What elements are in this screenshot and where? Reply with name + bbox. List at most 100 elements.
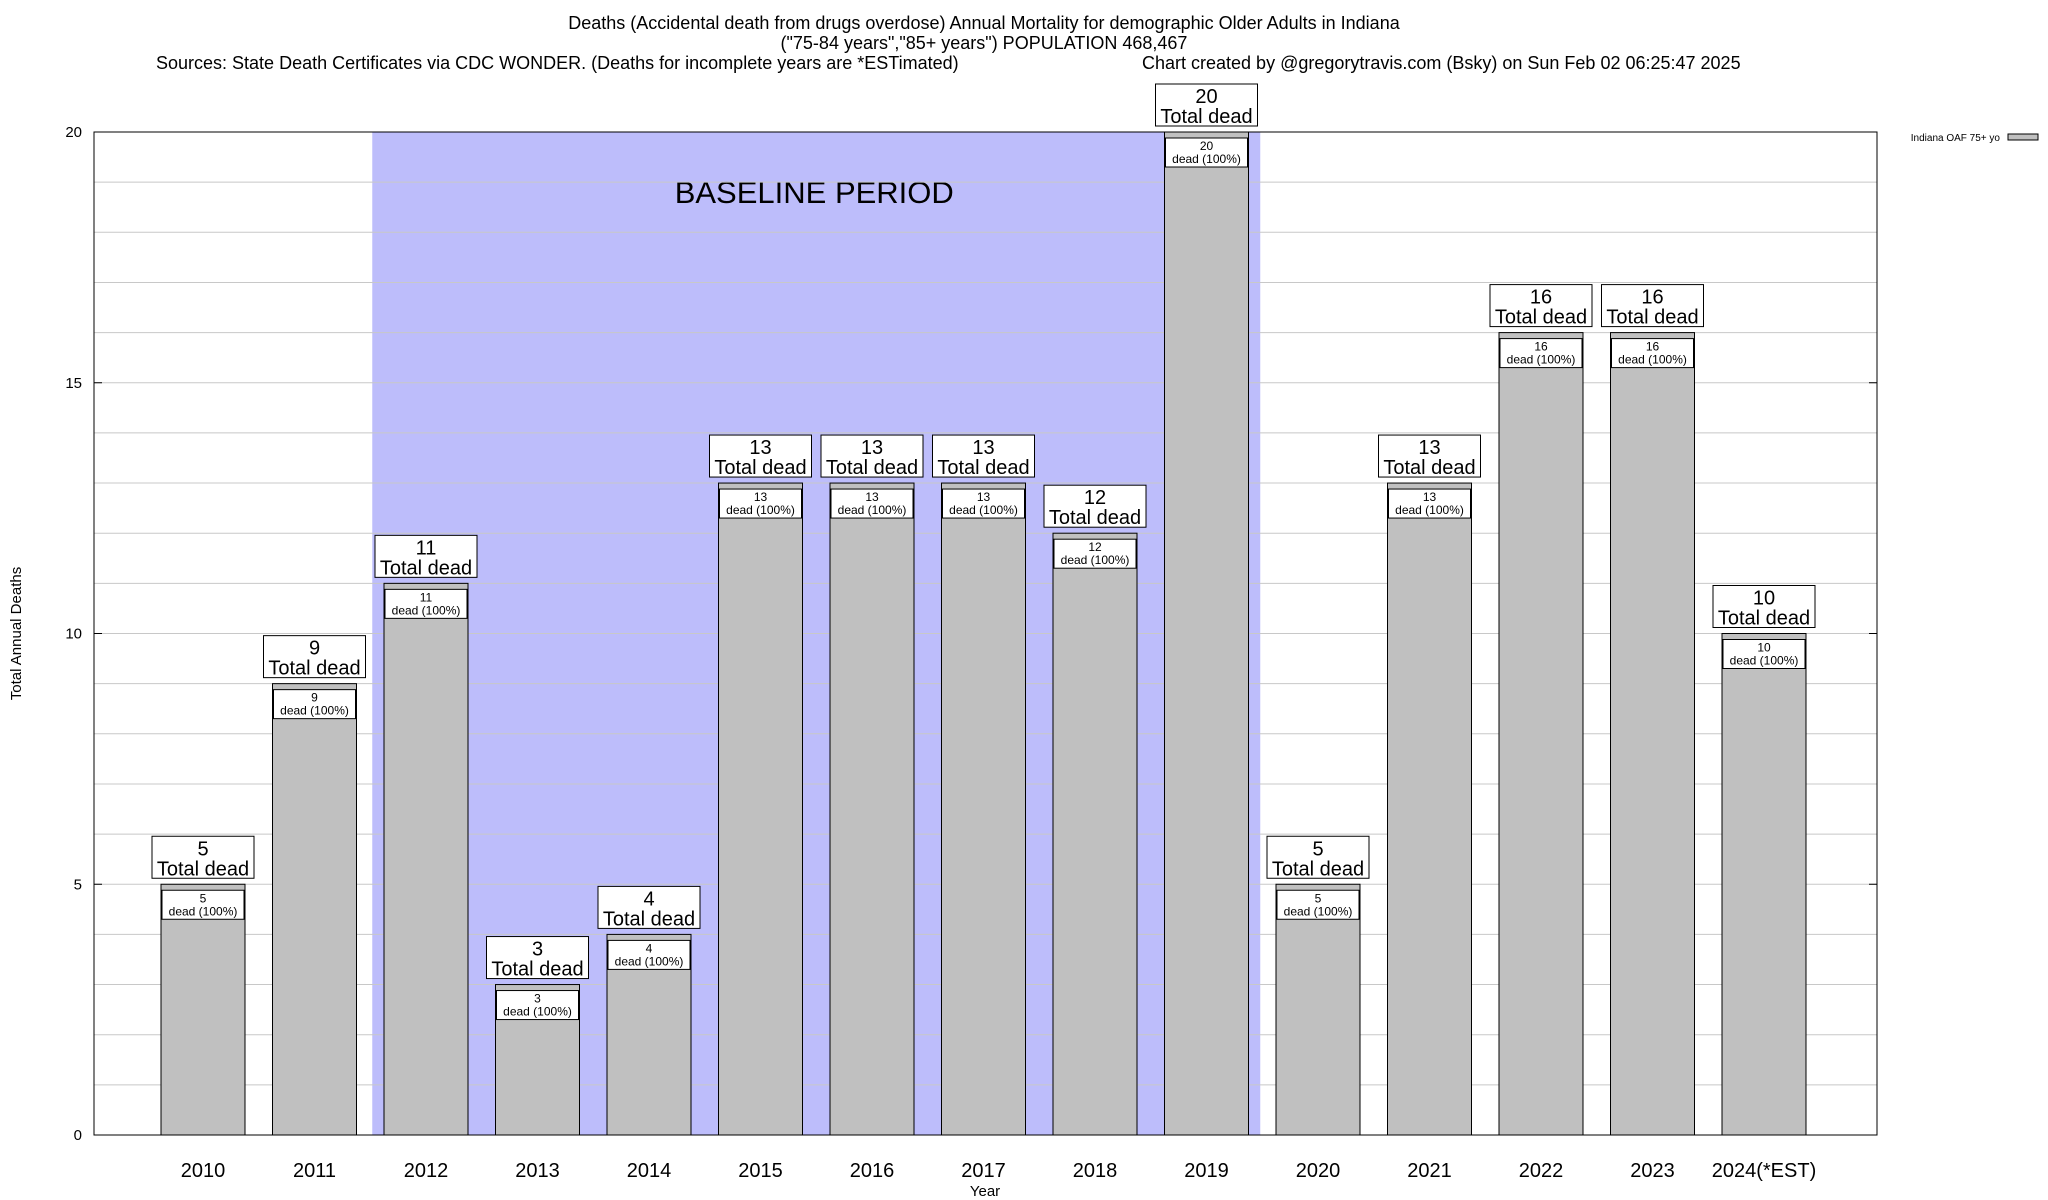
x-tick-label: 2017	[961, 1160, 1006, 1182]
bar-total-label-box	[1043, 484, 1147, 528]
bar	[1052, 532, 1138, 1136]
bar-inner-label-text: dead (100%)	[1730, 654, 1799, 668]
bar-inner-label-text: dead (100%)	[1507, 353, 1576, 367]
x-tick-label: 2021	[1407, 1160, 1452, 1182]
bar-total-label-box	[263, 635, 366, 679]
bar-total-label-text: Total dead	[1495, 307, 1587, 329]
y-tick-label: 20	[65, 124, 82, 141]
bar-total-label-text: Total dead	[1606, 307, 1698, 329]
bar	[1610, 332, 1695, 1136]
bar	[941, 482, 1026, 1136]
y-axis-title: Total Annual Deaths	[8, 567, 25, 700]
bar-total-label-count: 13	[749, 437, 771, 459]
bar	[1275, 883, 1361, 1136]
bar-inner-label-count: 16	[1534, 340, 1548, 354]
chart-credit: Chart created by @gregorytravis.com (Bsk…	[1142, 53, 1741, 73]
bar	[1498, 332, 1584, 1136]
bar-total-label-count: 20	[1195, 86, 1217, 108]
bar-total-label-text: Total dead	[157, 858, 249, 880]
bar-inner-label-text: dead (100%)	[280, 704, 349, 718]
bar-total-label-count: 9	[309, 638, 320, 660]
bar-total-label-count: 13	[861, 437, 883, 459]
bar-inner-label-box	[273, 689, 356, 720]
bar-inner-label-count: 5	[1315, 891, 1322, 905]
bar	[829, 482, 915, 1136]
x-tick-label: 2013	[515, 1160, 560, 1182]
y-tick-label: 15	[65, 375, 82, 392]
x-tick-label: 2024(*EST)	[1712, 1160, 1817, 1182]
bar-inner-label-count: 9	[311, 691, 318, 705]
bar-total-label-count: 5	[197, 838, 208, 860]
bar	[1164, 131, 1249, 1136]
bar-inner-label-text: dead (100%)	[949, 503, 1018, 517]
bar-inner-label-box	[1499, 338, 1583, 369]
bar-total-label-text: Total dead	[1049, 507, 1141, 529]
bar-inner-label-text: dead (100%)	[1618, 353, 1687, 367]
x-tick-label: 2016	[850, 1160, 895, 1182]
bar-total-label-text: Total dead	[268, 658, 360, 680]
bar-total-label-count: 4	[643, 888, 654, 910]
bar-inner-label-count: 13	[1423, 490, 1437, 504]
chart-sources: Sources: State Death Certificates via CD…	[156, 53, 959, 73]
bar-inner-label-count: 13	[865, 490, 879, 504]
bar-inner-label-count: 16	[1646, 340, 1660, 354]
bar-total-label-box	[1712, 585, 1816, 628]
bar-inner-label-text: dead (100%)	[726, 503, 795, 517]
bar-inner-label-box	[1276, 889, 1360, 920]
bar-inner-label-count: 12	[1088, 540, 1102, 554]
x-tick-label: 2012	[404, 1160, 449, 1182]
bar-inner-label-box	[1722, 639, 1806, 669]
bar-inner-label-count: 10	[1757, 641, 1771, 655]
bar-inner-label-box	[942, 488, 1025, 519]
bar-inner-label-text: dead (100%)	[392, 603, 461, 617]
bar-inner-label-text: dead (100%)	[503, 1005, 572, 1019]
bar-total-label-count: 12	[1084, 487, 1106, 509]
bar-inner-label-box	[719, 488, 802, 519]
bar-inner-label-box	[161, 889, 245, 920]
bar-inner-label-count: 5	[200, 891, 207, 905]
bar-total-label-box	[486, 936, 589, 980]
bar	[383, 582, 469, 1136]
bar-total-label-box	[820, 434, 924, 478]
x-tick-label: 2020	[1296, 1160, 1341, 1182]
bar-inner-label-box	[1165, 137, 1248, 168]
bar-total-label-count: 5	[1312, 838, 1323, 860]
bar-total-label-count: 3	[532, 939, 543, 961]
x-axis-title: Year	[970, 1183, 1000, 1200]
bar-inner-label-count: 4	[646, 941, 653, 955]
bar-total-label-text: Total dead	[603, 908, 695, 930]
bar-inner-label-box	[1611, 338, 1694, 369]
bar-inner-label-text: dead (100%)	[1172, 152, 1241, 166]
chart-title-line2: ("75-84 years","85+ years") POPULATION 4…	[780, 33, 1188, 53]
bar-total-label-box	[709, 434, 812, 478]
y-tick-label: 5	[74, 876, 82, 893]
bar-total-label-text: Total dead	[491, 959, 583, 981]
chart-title-line1: Deaths (Accidental death from drugs over…	[568, 13, 1400, 33]
bar-inner-label-count: 13	[977, 490, 991, 504]
bar-total-label-text: Total dead	[1718, 608, 1810, 630]
bar-inner-label-box	[496, 990, 579, 1021]
y-tick-label: 10	[65, 626, 82, 643]
bar-total-label-text: Total dead	[1383, 457, 1475, 479]
bar-total-label-box	[1266, 835, 1370, 879]
baseline-period-label: BASELINE PERIOD	[675, 175, 954, 210]
bar-inner-label-text: dead (100%)	[615, 954, 684, 968]
bar-total-label-count: 16	[1530, 287, 1552, 309]
bar-total-label-text: Total dead	[1272, 858, 1364, 880]
bar-total-label-box	[1378, 434, 1481, 478]
bar-total-label-text: Total dead	[937, 457, 1029, 479]
bar	[1387, 482, 1472, 1136]
y-tick-label: 0	[74, 1127, 82, 1144]
bar-total-label-count: 11	[416, 537, 437, 559]
legend-swatch	[2007, 133, 2039, 141]
x-tick-label: 2023	[1630, 1160, 1675, 1182]
x-tick-label: 2011	[293, 1160, 336, 1182]
bar-inner-label-count: 3	[534, 992, 541, 1006]
bar	[272, 683, 357, 1136]
bar-total-label-count: 13	[1418, 437, 1440, 459]
bar-total-label-box	[1601, 284, 1704, 328]
bar	[718, 482, 803, 1136]
bar-inner-label-text: dead (100%)	[838, 503, 907, 517]
bar-inner-label-box	[1388, 488, 1471, 519]
